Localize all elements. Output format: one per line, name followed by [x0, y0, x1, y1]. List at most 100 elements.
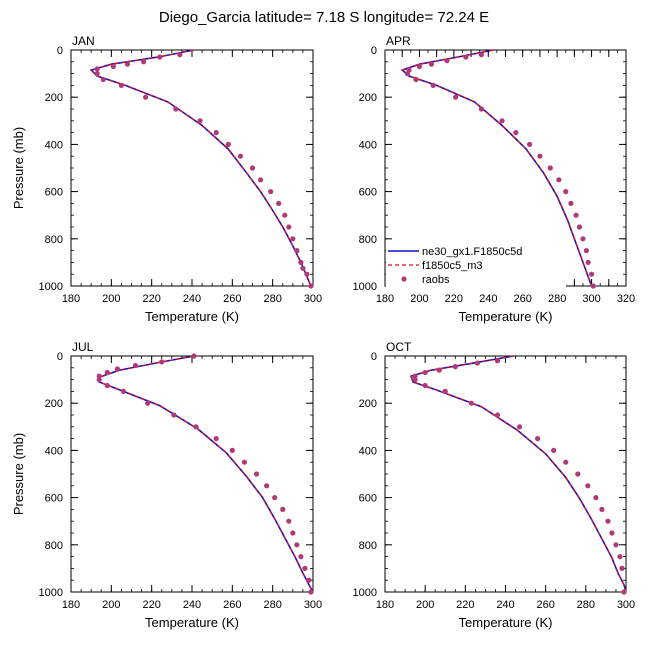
x-tick-label: 280	[263, 293, 281, 305]
raobs-point	[286, 518, 292, 524]
raobs-point	[143, 94, 149, 100]
y-tick-label: 200	[359, 398, 377, 410]
raobs-point	[463, 54, 469, 60]
x-tick-label: 280	[577, 599, 595, 611]
x-tick-label: 260	[536, 599, 554, 611]
panel-label: JUL	[72, 340, 94, 354]
raobs-point	[173, 106, 179, 112]
raobs-point	[213, 436, 219, 442]
raobs-point	[249, 165, 256, 171]
raobs-point	[576, 224, 583, 230]
raobs-point	[110, 63, 116, 70]
raobs-point	[159, 359, 165, 365]
raobs-point	[308, 589, 314, 595]
raobs-point	[585, 259, 591, 265]
raobs-point	[157, 54, 163, 60]
raobs-point	[171, 412, 177, 418]
raobs-point	[474, 360, 480, 366]
raobs-point	[286, 224, 292, 230]
legend-label: raobs	[422, 274, 450, 286]
x-tick-label: 260	[514, 293, 532, 305]
raobs-point	[609, 530, 615, 536]
y-tick-label: 600	[45, 493, 63, 505]
raobs-point	[253, 471, 260, 477]
raobs-point	[551, 447, 557, 453]
x-tick-label: 240	[183, 293, 201, 305]
raobs-point	[428, 61, 435, 67]
series-line-f1850c5	[90, 49, 312, 287]
x-tick-label: 300	[617, 599, 635, 611]
raobs-point	[416, 63, 423, 70]
x-axis-label: Temperature (K)	[145, 309, 239, 324]
y-tick-label: 600	[45, 187, 63, 199]
x-tick-label: 180	[376, 293, 394, 305]
raobs-point	[563, 189, 569, 195]
x-tick-label: 200	[416, 599, 434, 611]
raobs-point	[494, 412, 501, 418]
x-tick-label: 180	[62, 293, 80, 305]
raobs-point	[294, 248, 300, 254]
y-tick-label: 400	[359, 445, 377, 457]
raobs-point	[193, 424, 199, 430]
raobs-point	[590, 283, 596, 289]
raobs-point	[213, 130, 219, 136]
y-tick-label: 1000	[353, 587, 377, 599]
raobs-point	[264, 483, 270, 489]
raobs-point	[300, 265, 306, 271]
raobs-point	[413, 76, 419, 83]
raobs-point	[468, 400, 474, 406]
panel-apr: 180 200 220 240 260 280 300 320 0 200 400 600 800 100…	[353, 34, 636, 324]
raobs-point	[304, 271, 310, 277]
x-tick-label: 220	[142, 599, 160, 611]
y-tick-label: 600	[359, 187, 377, 199]
x-tick-label: 300	[304, 599, 322, 611]
raobs-point	[298, 554, 304, 560]
raobs-point	[580, 236, 586, 242]
x-tick-label: 240	[183, 599, 201, 611]
raobs-point	[229, 447, 235, 453]
raobs-point	[422, 369, 428, 376]
raobs-point	[145, 400, 151, 406]
raobs-point	[141, 59, 147, 65]
raobs-point	[573, 212, 579, 218]
raobs-point	[568, 200, 574, 206]
raobs-point	[225, 141, 231, 147]
raobs-point	[276, 200, 282, 206]
raobs-point	[132, 362, 139, 369]
raobs-point	[308, 283, 314, 289]
x-tick-label: 220	[142, 293, 160, 305]
panel-label: JAN	[72, 34, 95, 48]
raobs-point	[452, 94, 459, 100]
raobs-point	[177, 52, 183, 58]
panel-jul: 180 200 220 240 260 280 300 0 200 400 600 800 1000 Te…	[11, 340, 322, 630]
raobs-point	[118, 82, 125, 88]
x-axis-label: Temperature (K)	[459, 309, 553, 324]
y-tick-label: 800	[359, 540, 377, 552]
raobs-point	[442, 388, 448, 394]
raobs-point	[556, 177, 562, 183]
y-tick-label: 0	[57, 45, 63, 57]
panel-label: OCT	[386, 340, 412, 354]
y-tick-label: 400	[45, 445, 63, 457]
y-tick-label: 0	[371, 45, 377, 57]
raobs-point	[563, 459, 569, 465]
raobs-point	[588, 271, 595, 277]
panels: 180 200 220 240 260 280 300 0 200 400 600 800 1000 Te…	[11, 34, 635, 630]
raobs-point	[619, 565, 625, 572]
raobs-point	[282, 212, 288, 218]
raobs-point	[290, 530, 296, 536]
y-tick-label: 1000	[353, 281, 377, 293]
raobs-point	[516, 424, 523, 430]
y-tick-label: 800	[45, 234, 63, 246]
raobs-point	[535, 436, 541, 442]
raobs-point	[191, 353, 197, 359]
raobs-point	[272, 495, 278, 501]
raobs-point	[412, 377, 418, 383]
raobs-point	[478, 52, 484, 58]
legend-label: f1850c5_m3	[422, 260, 483, 272]
plot-frame	[70, 49, 314, 287]
y-tick-label: 800	[45, 540, 63, 552]
raobs-point	[104, 382, 110, 389]
raobs-point	[241, 459, 248, 465]
x-tick-label: 220	[445, 293, 463, 305]
